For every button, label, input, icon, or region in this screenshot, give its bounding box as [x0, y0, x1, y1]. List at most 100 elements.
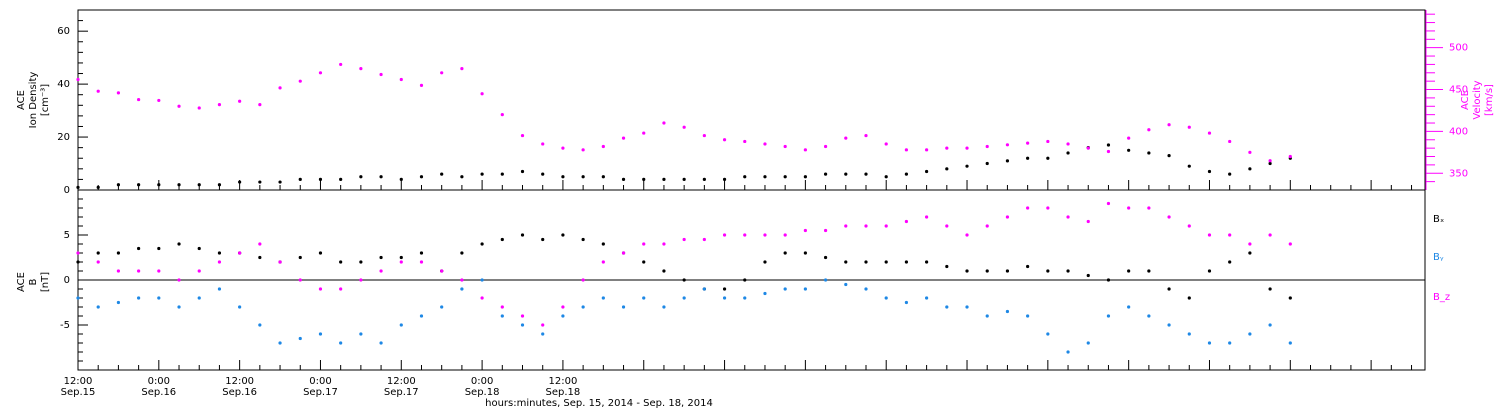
top-point-magenta	[1268, 159, 1272, 163]
top-point-black	[177, 183, 181, 187]
top-point-magenta	[1106, 149, 1111, 154]
bottom-point-black	[1106, 278, 1111, 282]
bottom-point-blue	[197, 296, 201, 300]
bottom-point-blue	[298, 336, 302, 341]
bottom-point-blue	[460, 287, 464, 291]
top-point-black	[1046, 156, 1050, 160]
x-tick-time-label: 0:00	[148, 376, 170, 387]
bottom-point-magenta	[399, 260, 403, 264]
top-point-black	[359, 175, 363, 179]
bottom-point-blue	[601, 296, 605, 300]
bottom-point-magenta	[177, 278, 181, 282]
bottom-point-magenta	[561, 305, 565, 309]
bottom-point-magenta	[621, 251, 626, 255]
bottom-point-black	[76, 260, 80, 264]
top-point-black	[581, 175, 585, 179]
bottom-point-blue	[844, 282, 848, 287]
bottom-point-magenta	[500, 305, 504, 309]
bottom-point-magenta	[1046, 206, 1050, 210]
bottom-point-magenta	[419, 260, 424, 264]
bottom-point-black	[783, 251, 787, 255]
top-left-tick-label: 40	[57, 79, 70, 90]
bottom-point-black	[965, 269, 969, 273]
top-point-magenta	[844, 136, 848, 140]
legend-label: Bᵧ	[1433, 252, 1444, 263]
bottom-point-magenta	[662, 242, 666, 246]
top-point-black	[298, 177, 302, 182]
top-point-magenta	[1026, 141, 1030, 145]
x-tick-time-label: 0:00	[309, 376, 331, 387]
bottom-point-magenta	[1187, 224, 1191, 228]
bottom-point-blue	[379, 341, 383, 345]
bottom-point-magenta	[925, 215, 929, 219]
top-point-black	[783, 175, 787, 179]
bottom-point-magenta	[1005, 215, 1010, 219]
top-point-black	[1026, 156, 1030, 160]
bottom-point-blue	[1086, 341, 1090, 345]
top-point-magenta	[339, 62, 343, 67]
bottom-point-blue	[399, 323, 403, 327]
bottom-point-blue	[864, 287, 868, 291]
bottom-point-black	[1026, 264, 1030, 269]
bottom-point-blue	[480, 278, 484, 282]
top-point-black	[217, 183, 222, 187]
top-point-magenta	[561, 146, 565, 150]
top-point-magenta	[1228, 139, 1232, 144]
x-axis: 12:00Sep.150:00Sep.1612:00Sep.160:00Sep.…	[61, 180, 1413, 409]
bottom-point-blue	[359, 332, 363, 336]
bottom-point-black	[823, 255, 828, 260]
top-point-magenta	[1127, 136, 1131, 140]
bottom-point-blue	[823, 278, 828, 282]
bottom-point-magenta	[844, 224, 848, 228]
x-tick-date-label: Sep.17	[384, 387, 419, 398]
top-point-black	[844, 172, 848, 176]
bottom-point-black	[541, 237, 545, 242]
bottom-point-blue	[965, 305, 969, 309]
bottom-point-blue	[76, 296, 80, 300]
bottom-point-black	[137, 246, 141, 251]
top-left-axis-label: ACE	[16, 90, 27, 110]
bottom-point-magenta	[1207, 233, 1212, 237]
bottom-point-blue	[1288, 341, 1292, 345]
top-point-magenta	[399, 77, 403, 82]
top-point-magenta	[1005, 143, 1010, 147]
bottom-point-blue	[763, 291, 767, 296]
bottom-point-magenta	[581, 278, 585, 282]
top-point-black	[1187, 164, 1191, 168]
top-point-black	[278, 180, 282, 184]
top-right-axis-label: Velocity	[1472, 80, 1483, 119]
bottom-point-black	[339, 260, 343, 264]
top-point-magenta	[925, 148, 929, 152]
top-point-magenta	[783, 144, 787, 149]
bottom-point-black	[96, 251, 100, 255]
bottom-point-blue	[137, 296, 141, 300]
bottom-point-blue	[520, 323, 525, 327]
bottom-point-black	[1187, 296, 1191, 300]
bottom-point-blue	[783, 287, 787, 291]
bottom-point-magenta	[197, 269, 201, 273]
top-point-magenta	[722, 138, 727, 142]
top-point-black	[763, 175, 767, 179]
top-point-black	[1228, 172, 1232, 176]
top-point-black	[722, 177, 727, 182]
bottom-point-magenta	[238, 251, 242, 255]
top-point-magenta	[864, 133, 868, 138]
bottom-point-blue	[945, 305, 949, 309]
bottom-point-black	[1147, 269, 1151, 273]
bottom-point-blue	[642, 296, 646, 300]
top-point-black	[1268, 161, 1272, 166]
bottom-point-magenta	[945, 224, 949, 228]
top-point-black	[743, 175, 747, 179]
bottom-point-blue	[1228, 341, 1232, 345]
bottom-point-blue	[722, 296, 727, 300]
bottom-point-black	[581, 237, 585, 242]
bottom-point-black	[884, 260, 888, 264]
top-point-magenta	[904, 148, 909, 152]
top-point-magenta	[217, 103, 222, 107]
bottom-point-magenta	[318, 287, 323, 291]
bottom-point-blue	[1046, 332, 1050, 336]
top-point-magenta	[662, 121, 666, 125]
bottom-point-black	[1005, 269, 1010, 273]
top-point-magenta	[278, 86, 282, 90]
top-point-black	[339, 177, 343, 182]
